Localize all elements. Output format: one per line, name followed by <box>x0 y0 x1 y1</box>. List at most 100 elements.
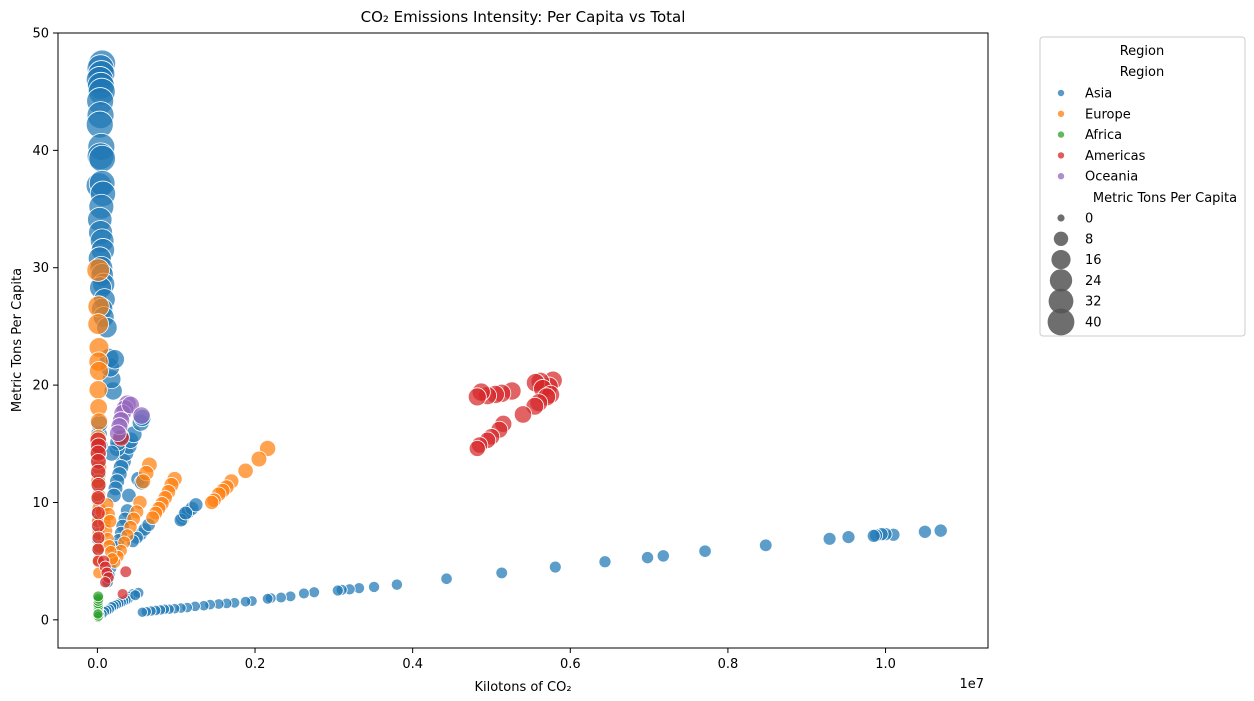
data-point <box>598 555 612 569</box>
legend-marker-oceania <box>1057 173 1065 180</box>
legend-label-europe: Europe <box>1085 107 1131 122</box>
data-point <box>390 578 403 591</box>
legend-marker-asia <box>1057 89 1065 97</box>
x-tick-label: 0.4 <box>402 657 423 672</box>
data-point <box>129 589 142 602</box>
y-tick-label: 50 <box>32 27 49 42</box>
data-point <box>467 387 487 407</box>
series-asia <box>85 49 948 621</box>
data-point <box>87 313 109 335</box>
data-point <box>91 542 105 557</box>
data-point <box>440 572 453 585</box>
legend-label-americas: Americas <box>1085 149 1146 164</box>
legend-size-marker <box>1057 214 1065 222</box>
data-point <box>90 477 107 493</box>
data-point <box>239 595 252 608</box>
data-point <box>548 560 562 574</box>
data-points <box>85 49 948 623</box>
plot-frame <box>57 32 989 649</box>
x-tick-label: 0.0 <box>87 657 108 672</box>
data-point <box>917 524 932 539</box>
legend-size-entries: 0 8 16 24 32 40 <box>1047 212 1102 336</box>
legend-marker-europe <box>1057 110 1065 118</box>
series-oceania <box>109 394 151 442</box>
data-point <box>698 544 712 558</box>
data-point <box>89 412 108 431</box>
legend-size-label: 40 <box>1085 316 1102 331</box>
data-point <box>132 406 151 425</box>
x-tick-label: 0.6 <box>560 657 581 672</box>
y-tick-label: 40 <box>32 144 49 159</box>
legend: Region Region Asia Europe Africa Americas Oc… <box>1039 36 1246 337</box>
legend-hue-header: Region <box>1120 65 1165 80</box>
legend-marker-americas <box>1057 152 1065 159</box>
data-point <box>136 606 148 618</box>
y-axis-label: Metric Tons Per Capita <box>10 268 25 412</box>
legend-label-africa: Africa <box>1085 128 1122 143</box>
legend-size-header: Metric Tons Per Capita <box>1093 191 1237 206</box>
data-point <box>250 450 268 468</box>
data-point <box>759 538 773 553</box>
data-point <box>90 490 106 506</box>
data-point <box>368 580 381 593</box>
data-point <box>866 528 881 543</box>
legend-size-marker <box>1053 231 1069 246</box>
legend-size-marker <box>1047 308 1075 336</box>
data-point <box>88 144 116 173</box>
data-point <box>91 518 106 534</box>
data-point <box>308 586 321 599</box>
data-point <box>119 565 133 578</box>
data-point <box>261 592 274 605</box>
legend-title: Region <box>1120 44 1165 59</box>
data-point <box>92 608 104 620</box>
data-point <box>188 497 204 513</box>
y-tick-label: 0 <box>41 613 49 628</box>
legend-size-label: 8 <box>1085 232 1093 247</box>
legend-size-marker <box>1049 269 1073 292</box>
data-point <box>495 566 508 580</box>
y-tick-label: 10 <box>32 496 49 511</box>
series-africa <box>92 590 105 623</box>
data-point <box>822 531 837 546</box>
legend-label-asia: Asia <box>1085 87 1112 102</box>
legend-size-label: 0 <box>1085 212 1093 227</box>
y-axis: 0 10 20 30 40 50 <box>32 27 58 628</box>
x-axis-label: Kilotons of CO₂ <box>474 680 571 695</box>
x-tick-label: 1.0 <box>875 657 896 672</box>
data-point <box>513 405 533 424</box>
data-point <box>92 590 105 603</box>
series-americas <box>89 370 563 600</box>
x-axis: 0.0 0.2 0.4 0.6 0.8 1.0 <box>87 648 896 672</box>
data-point <box>116 588 129 600</box>
x-axis-offset-label: 1e7 <box>959 677 984 692</box>
x-tick-label: 0.8 <box>718 657 739 672</box>
data-point <box>933 523 948 538</box>
data-point <box>275 591 287 604</box>
data-point <box>237 462 254 479</box>
data-point <box>99 576 112 589</box>
legend-size-label: 24 <box>1085 274 1102 289</box>
y-tick-label: 20 <box>32 379 49 394</box>
legend-size-marker <box>1051 250 1071 270</box>
legend-size-label: 16 <box>1085 253 1102 268</box>
data-point <box>204 494 220 510</box>
legend-label-oceania: Oceania <box>1085 170 1138 185</box>
data-point <box>91 505 106 521</box>
data-point <box>468 439 486 457</box>
data-point <box>145 510 160 525</box>
legend-size-label: 32 <box>1085 295 1102 310</box>
data-point <box>656 549 670 563</box>
legend-frame <box>1039 36 1246 337</box>
y-tick-label: 30 <box>32 261 49 276</box>
legend-size-marker <box>1048 288 1074 314</box>
data-point <box>89 361 109 381</box>
data-point <box>641 551 655 565</box>
data-point <box>841 530 856 544</box>
data-point <box>91 530 106 545</box>
data-point <box>135 473 152 490</box>
legend-marker-africa <box>1057 131 1065 138</box>
data-point <box>109 424 127 442</box>
x-tick-label: 0.2 <box>245 657 266 672</box>
plot-area-background <box>58 33 988 648</box>
